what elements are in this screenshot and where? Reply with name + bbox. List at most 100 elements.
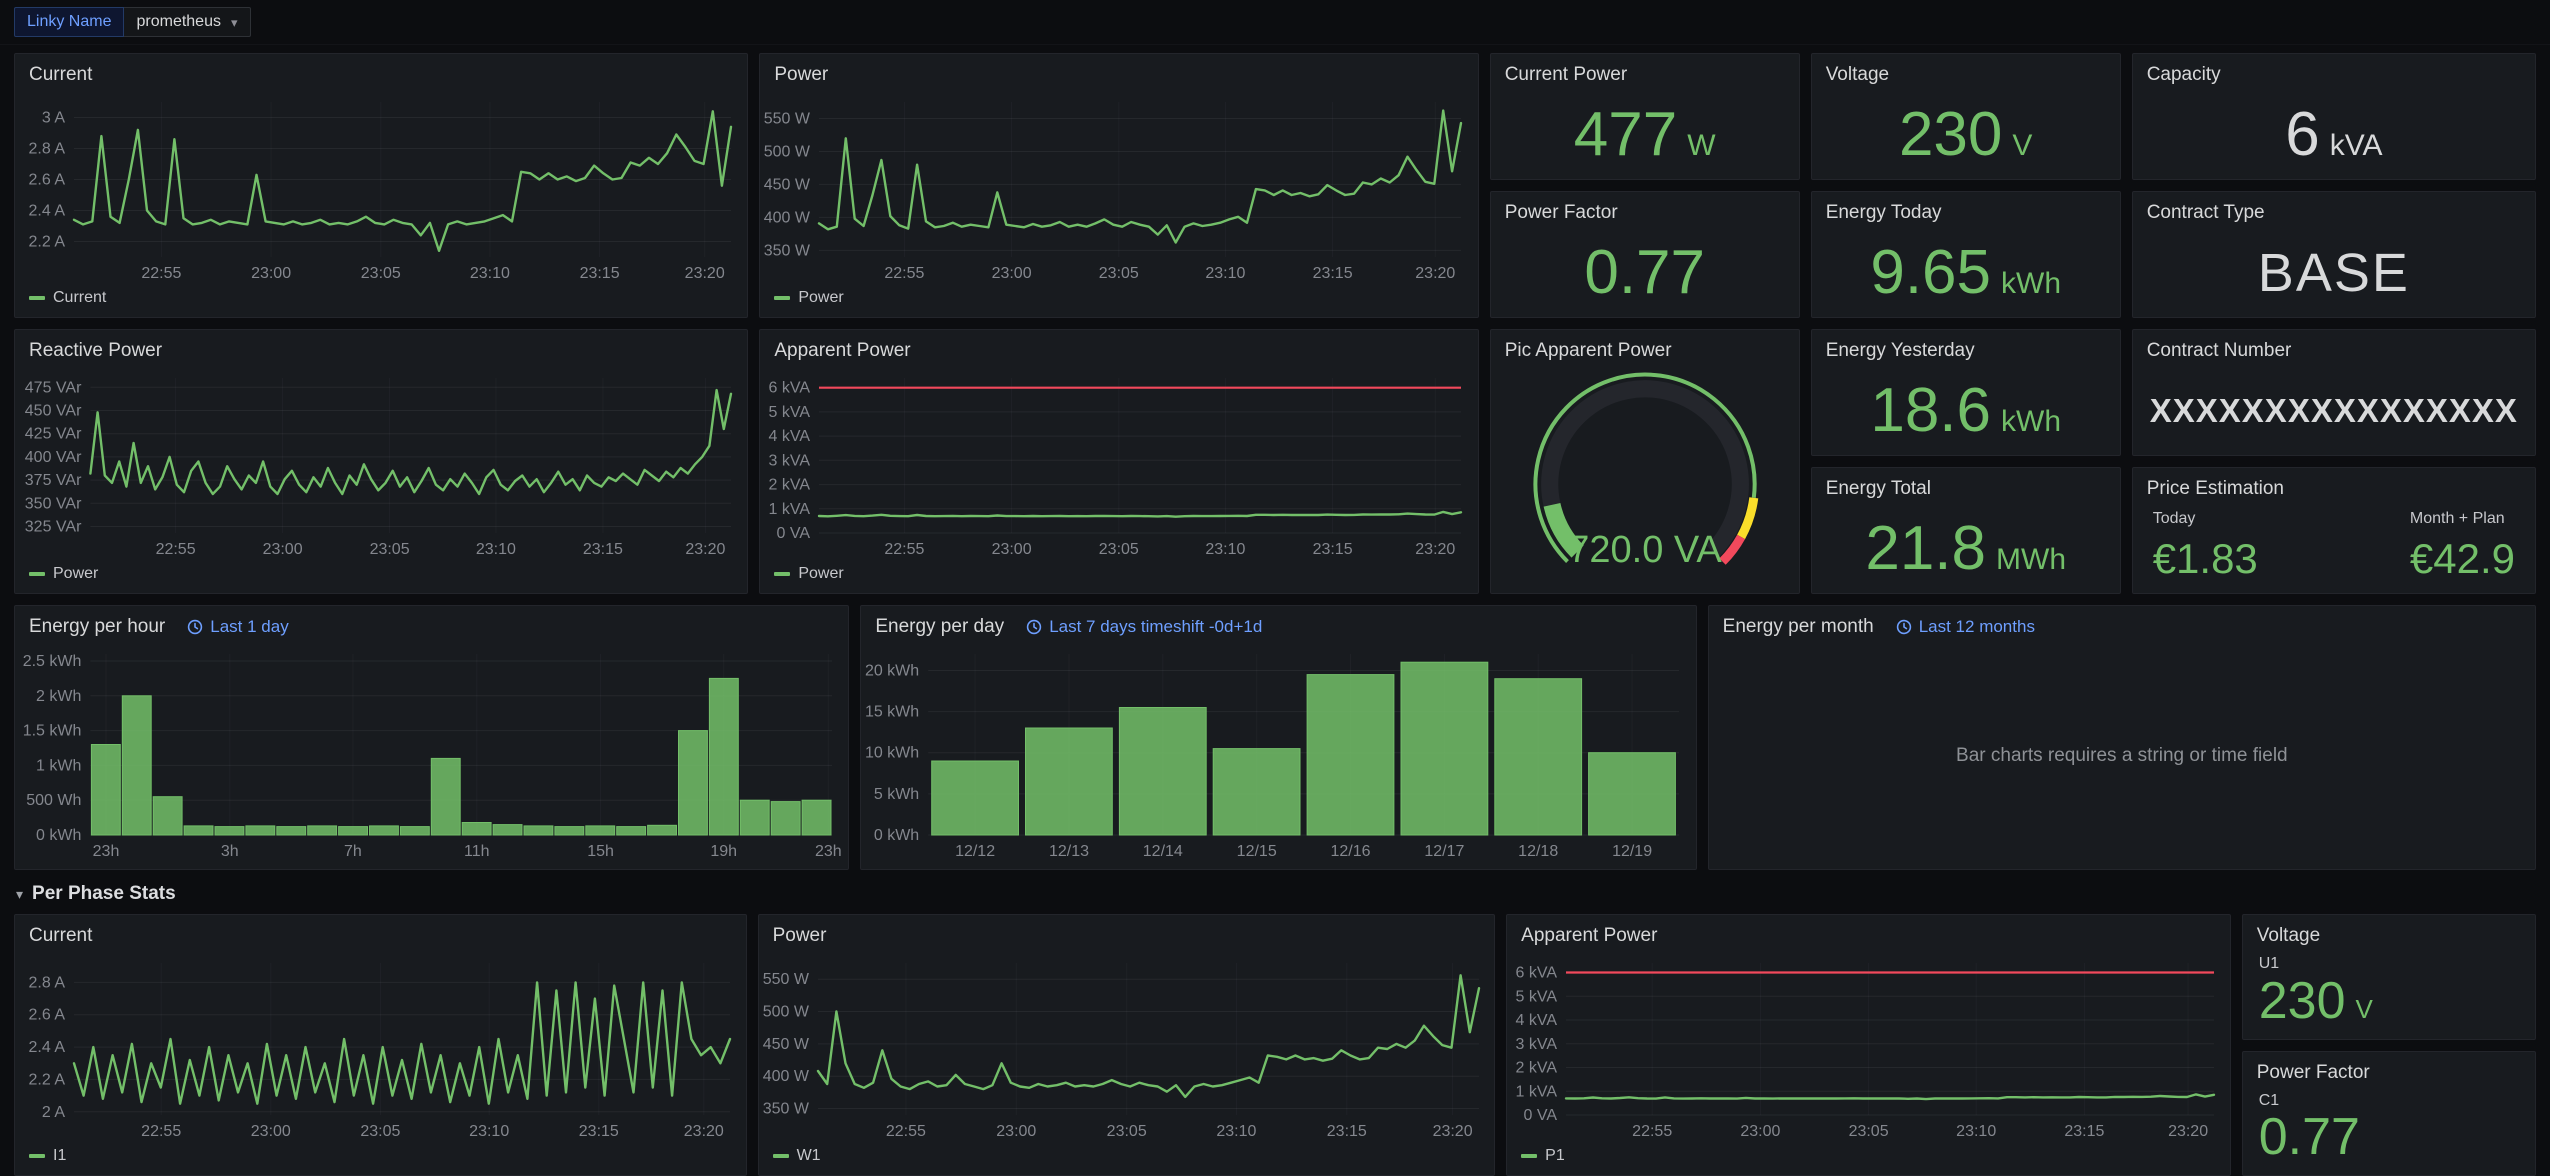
- svg-text:12/15: 12/15: [1237, 843, 1277, 860]
- stat-value: 230: [2259, 972, 2346, 1030]
- panel-title[interactable]: Apparent Power: [1521, 925, 1657, 947]
- series-color-swatch: [774, 572, 790, 576]
- panel-title[interactable]: Energy Total: [1826, 478, 1931, 500]
- svg-text:4 kVA: 4 kVA: [769, 428, 811, 445]
- stat-value-area: 230 V: [1812, 90, 2120, 179]
- svg-text:23:15: 23:15: [1326, 1123, 1366, 1140]
- variable-dropdown[interactable]: prometheus ▾: [124, 7, 250, 37]
- panel-time-link[interactable]: Last 7 days timeshift -0d+1d: [1026, 617, 1262, 637]
- stat-value: 6: [2285, 100, 2319, 169]
- panel-title[interactable]: Power: [774, 64, 828, 86]
- svg-text:400 W: 400 W: [764, 209, 811, 226]
- svg-text:15h: 15h: [587, 843, 614, 860]
- series-label: I1: [53, 1147, 66, 1165]
- price-today: Today €1.83: [2153, 510, 2258, 580]
- legend-item-apparent[interactable]: Power: [760, 561, 1477, 593]
- stat-unit: V: [2012, 129, 2032, 162]
- svg-text:19h: 19h: [710, 843, 737, 860]
- panel-title[interactable]: Energy per month: [1723, 616, 1874, 638]
- legend-item-w1[interactable]: W1: [759, 1143, 1495, 1175]
- panel-time-link[interactable]: Last 1 day: [187, 617, 288, 637]
- panel-title[interactable]: Pic Apparent Power: [1505, 340, 1672, 362]
- legend-item-power[interactable]: Power: [760, 285, 1477, 317]
- panel-title[interactable]: Energy per hour: [29, 616, 165, 638]
- panel-title[interactable]: Energy per day: [875, 616, 1004, 638]
- svg-text:0 kWh: 0 kWh: [36, 827, 81, 844]
- panel-time-link-label: Last 1 day: [210, 617, 288, 637]
- svg-text:12/17: 12/17: [1425, 843, 1465, 860]
- series-color-swatch: [1521, 1154, 1537, 1158]
- panel-title[interactable]: Reactive Power: [29, 340, 162, 362]
- series-label: Power: [798, 565, 843, 583]
- legend-item-i1[interactable]: I1: [15, 1143, 746, 1175]
- panel-error-message: Bar charts requires a string or time fie…: [1709, 642, 2535, 869]
- stat-value: 230: [1899, 100, 2002, 169]
- stat-power-factor: Power Factor 0.77: [1490, 191, 1800, 318]
- panel-title[interactable]: Current: [29, 64, 92, 86]
- svg-text:720.0 VA: 720.0 VA: [1568, 529, 1722, 571]
- svg-text:12/19: 12/19: [1612, 843, 1652, 860]
- series-color-swatch: [29, 572, 45, 576]
- panel-title[interactable]: Apparent Power: [774, 340, 910, 362]
- svg-text:23:10: 23:10: [476, 541, 516, 558]
- panel-title[interactable]: Capacity: [2147, 64, 2221, 86]
- panel-title[interactable]: Price Estimation: [2147, 478, 2284, 500]
- svg-text:10 kWh: 10 kWh: [865, 745, 919, 762]
- svg-text:11h: 11h: [464, 843, 490, 860]
- row-header-per-phase-stats[interactable]: ▾ Per Phase Stats: [14, 870, 2536, 914]
- panel-title[interactable]: Energy Yesterday: [1826, 340, 1975, 362]
- svg-text:0 VA: 0 VA: [1524, 1107, 1558, 1124]
- svg-text:7h: 7h: [344, 843, 362, 860]
- svg-text:23h: 23h: [93, 843, 120, 860]
- series-color-swatch: [29, 1154, 45, 1158]
- series-label: Power: [798, 289, 843, 307]
- panel-title[interactable]: Power Factor: [1505, 202, 1618, 224]
- panel-title[interactable]: Voltage: [2257, 925, 2320, 947]
- panel-title[interactable]: Power: [773, 925, 827, 947]
- svg-text:23:00: 23:00: [251, 265, 291, 282]
- panel-title[interactable]: Energy Today: [1826, 202, 1942, 224]
- svg-text:0 VA: 0 VA: [777, 525, 811, 542]
- panel-title[interactable]: Voltage: [1826, 64, 1889, 86]
- legend-item-p1[interactable]: P1: [1507, 1143, 2230, 1175]
- legend-item-current[interactable]: Current: [15, 285, 747, 317]
- svg-text:23:15: 23:15: [579, 1123, 619, 1140]
- panel-price-estimation: Price Estimation Today €1.83 Month + Pla…: [2132, 467, 2536, 594]
- svg-text:23:05: 23:05: [1099, 541, 1139, 558]
- svg-text:23:20: 23:20: [1416, 265, 1456, 282]
- panel-title[interactable]: Contract Number: [2147, 340, 2292, 362]
- chevron-down-icon: ▾: [231, 16, 238, 29]
- legend-item-reactive[interactable]: Power: [15, 561, 747, 593]
- panel-time-link[interactable]: Last 12 months: [1896, 617, 2035, 637]
- svg-text:23:00: 23:00: [992, 265, 1032, 282]
- svg-text:20 kWh: 20 kWh: [865, 663, 919, 680]
- svg-text:23:10: 23:10: [1206, 265, 1246, 282]
- svg-text:23:10: 23:10: [1216, 1123, 1256, 1140]
- panel-title[interactable]: Power Factor: [2257, 1062, 2370, 1084]
- stat-column-c2: Contract Number XXXXXXXXXXXXXXXX Price E…: [2132, 329, 2536, 594]
- panel-title[interactable]: Current: [29, 925, 92, 947]
- panel-title[interactable]: Current Power: [1505, 64, 1628, 86]
- topbar: Linky Name prometheus ▾: [0, 0, 2550, 45]
- series-color-swatch: [29, 296, 45, 300]
- panel-title[interactable]: Contract Type: [2147, 202, 2265, 224]
- template-variable-linky-name: Linky Name prometheus ▾: [14, 7, 251, 37]
- svg-text:5 kVA: 5 kVA: [1516, 988, 1558, 1005]
